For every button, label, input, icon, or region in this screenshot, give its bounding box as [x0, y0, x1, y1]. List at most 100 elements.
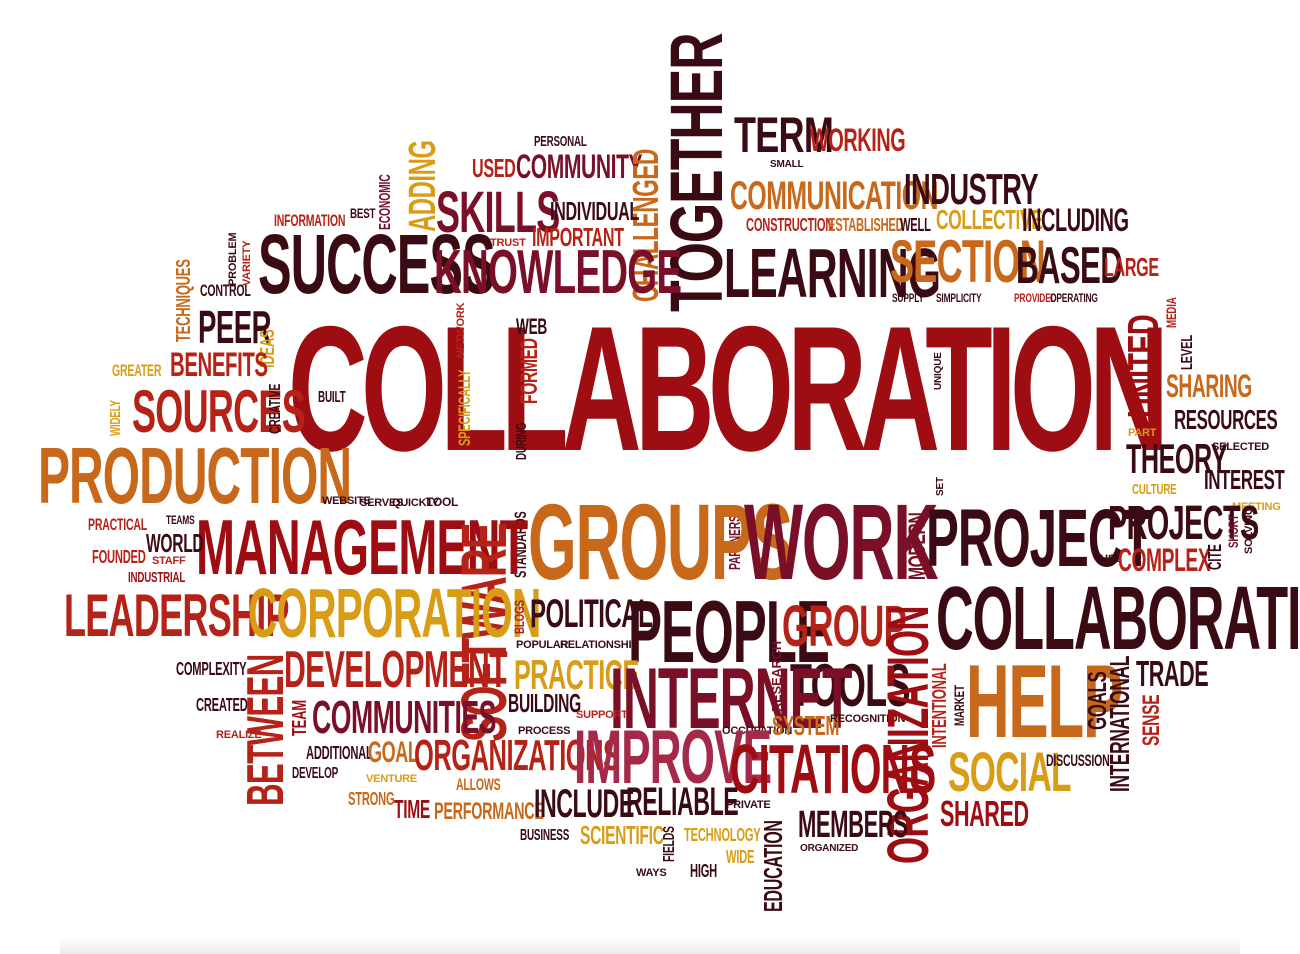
word-trust: TRUST	[490, 237, 526, 249]
word-short: SHORT	[1225, 514, 1241, 548]
word-important: IMPORTANT	[532, 222, 624, 252]
word-formed: FORMED	[516, 338, 543, 404]
word-web: WEB	[516, 314, 548, 339]
word-occupation: OCCUPATION	[722, 725, 793, 737]
word-resources: RESOURCES	[1174, 404, 1278, 435]
word-theory: THEORY	[1126, 435, 1228, 482]
word-management: MANAGEMENT	[196, 503, 528, 591]
word-simplicity: SIMPLICITY	[936, 291, 982, 305]
word-communication: COMMUNICATION	[730, 174, 939, 218]
word-sense: SENSE	[1138, 694, 1165, 746]
word-world: WORLD	[146, 528, 204, 558]
word-meeting: MEETING	[1232, 501, 1281, 513]
word-recognition: RECOGNITION	[830, 713, 906, 725]
word-serves: SERVES	[360, 497, 404, 509]
word-complex: COMPLEX	[1118, 542, 1211, 578]
word-united: UNITED	[1119, 314, 1168, 418]
word-industrial: INDUSTRIAL	[128, 569, 186, 586]
word-projects: PROJECTS	[1108, 497, 1259, 550]
word-practical: PRACTICAL	[88, 515, 147, 534]
word-culture: CULTURE	[1132, 481, 1177, 498]
word-learning: LEARNING	[724, 234, 941, 312]
word-members: MEMBERS	[798, 804, 908, 846]
word-creative: CREATIVE	[267, 383, 284, 434]
word-education: EDUCATION	[758, 820, 788, 912]
word-individual: INDIVIDUAL	[550, 196, 640, 226]
word-political: POLITICAL	[530, 592, 653, 636]
word-best: BEST	[350, 205, 376, 221]
word-skills: SKILLS	[436, 180, 560, 245]
word-success: SUCCESS	[258, 217, 496, 311]
word-problem: PROBLEM	[227, 232, 239, 286]
word-help: HELP	[966, 644, 1123, 760]
word-specifically: SPECIFICALLY	[455, 369, 474, 446]
word-collective: COLLECTIVE	[936, 204, 1043, 235]
word-support: SUPPORT	[576, 709, 628, 721]
word-venture: VENTURE	[366, 773, 418, 785]
word-organizations: ORGANIZATIONS	[414, 731, 620, 780]
word-group: GROUP	[782, 594, 907, 659]
word-benefits: BENEFITS	[170, 346, 268, 384]
word-reliable: RELIABLE	[626, 780, 739, 824]
word-trade: TRADE	[1136, 653, 1209, 694]
word-work: WORK	[744, 481, 939, 602]
word-scientific: SCIENTIFIC	[580, 820, 664, 850]
word-additional: ADDITIONAL	[306, 743, 373, 763]
word-goal: GOAL	[368, 736, 419, 769]
bottom-shadow	[60, 936, 1240, 954]
word-section: SECTION	[890, 228, 1046, 295]
word-project: PROJECT	[926, 493, 1152, 584]
word-sources: SOURCES	[132, 378, 306, 445]
word-community: COMMUNITY	[516, 148, 643, 186]
word-used: USED	[472, 153, 516, 183]
word-organized: ORGANIZED	[800, 843, 859, 854]
word-based: BASED	[1016, 237, 1123, 295]
word-people: PEOPLE	[628, 582, 830, 681]
word-production: PRODUCTION	[38, 431, 352, 520]
word-sharing: SHARING	[1166, 368, 1252, 404]
word-improve: IMPROVE	[574, 715, 772, 800]
word-staff: STAFF	[152, 555, 186, 567]
word-private: PRIVATE	[726, 799, 771, 811]
word-level: LEVEL	[1179, 335, 1196, 370]
word-large: LARGE	[1104, 252, 1159, 282]
word-high: HIGH	[690, 861, 718, 881]
word-network: NETWORK	[455, 302, 467, 358]
word-shared: SHARED	[940, 793, 1029, 834]
word-cite: CITE	[1205, 544, 1225, 570]
word-small: SMALL	[770, 159, 804, 170]
word-technology: TECHNOLOGY	[684, 825, 761, 845]
word-solving: SOLVING	[1243, 506, 1255, 554]
word-develop: DEVELOP	[292, 765, 339, 782]
word-teams: TEAMS	[166, 513, 195, 527]
word-market: MARKET	[951, 685, 967, 726]
word-knowledge: KNOWLEDGE	[434, 238, 682, 307]
word-created: CREATED	[196, 695, 248, 715]
word-time: TIME	[394, 794, 431, 824]
word-corporation: CORPORATION	[248, 574, 541, 652]
word-construction: CONSTRUCTION	[746, 215, 834, 235]
word-tool: TOOL	[426, 495, 459, 509]
word-including: INCLUDING	[1022, 202, 1129, 238]
word-allows: ALLOWS	[456, 775, 501, 794]
word-peer: PEER	[198, 301, 272, 353]
word-process: PROCESS	[518, 725, 571, 737]
word-practice: PRACTICE	[514, 651, 639, 698]
word-realize: REALIZE	[216, 729, 262, 741]
word-unique: UNIQUE	[933, 352, 944, 390]
word-techniques: TECHNIQUES	[173, 259, 195, 342]
word-personal: PERSONAL	[534, 133, 587, 150]
word-part: PART	[1128, 427, 1157, 439]
word-operating: OPERATING	[1050, 291, 1098, 305]
word-provided: PROVIDED	[1014, 291, 1057, 305]
word-fields: FIELDS	[661, 826, 678, 862]
word-supply: SUPPLY	[892, 291, 924, 305]
word-groups: GROUPS	[528, 481, 793, 602]
word-strong: STRONG	[348, 789, 395, 809]
word-system: SYSTEM	[772, 710, 840, 741]
word-quickly: QUICKLY	[392, 497, 439, 509]
word-social: SOCIAL	[948, 740, 1072, 803]
word-leadership: LEADERSHIP	[64, 582, 290, 649]
word-built: BUILT	[318, 389, 346, 406]
word-working: WORKING	[810, 122, 906, 158]
